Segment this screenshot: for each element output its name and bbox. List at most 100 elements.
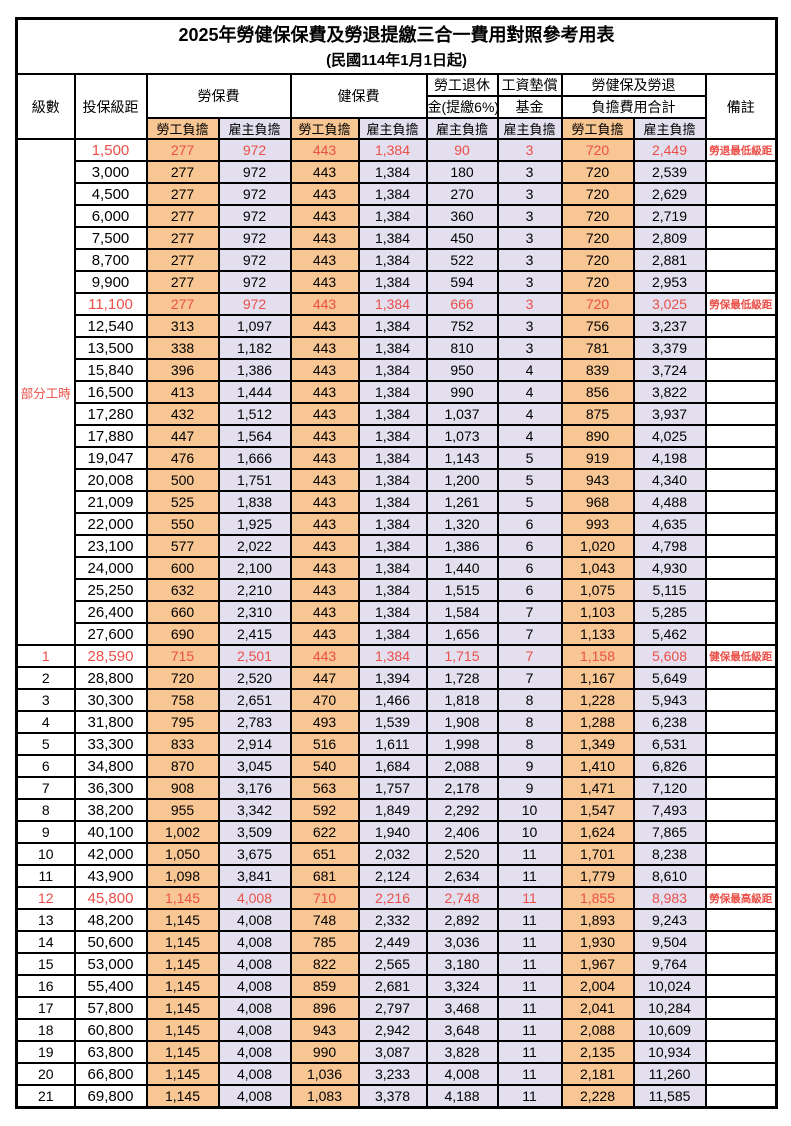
part-time-group-label: 部分工時 <box>15 138 76 646</box>
subheader-hi-employer: 雇主負擔 <box>357 117 428 140</box>
cell-remark <box>704 754 778 778</box>
cell-hi_emp: 443 <box>289 380 360 404</box>
cell-fund: 8 <box>496 710 563 734</box>
table-row: 22,000 550 1,925 443 1,384 1,320 6 993 4,635 <box>17 512 778 536</box>
table-row: 7,500 277 972 443 1,384 450 3 720 2,809 <box>17 226 778 250</box>
cell-li_emp: 660 <box>145 600 220 624</box>
cell-hi_er: 1,384 <box>357 358 428 382</box>
cell-pension: 1,320 <box>425 512 499 536</box>
cell-hi_er: 1,384 <box>357 138 428 162</box>
cell-bracket: 28,590 <box>73 644 148 668</box>
cell-tot_er: 4,340 <box>632 468 707 492</box>
cell-tot_emp: 720 <box>560 182 635 206</box>
cell-remark <box>704 226 778 250</box>
cell-fund: 5 <box>496 446 563 470</box>
cell-tot_emp: 993 <box>560 512 635 536</box>
table-row: 9,900 277 972 443 1,384 594 3 720 2,953 <box>17 270 778 294</box>
cell-pension: 1,200 <box>425 468 499 492</box>
cell-tot_emp: 1,167 <box>560 666 635 690</box>
cell-tot_er: 4,488 <box>632 490 707 514</box>
cell-pension: 950 <box>425 358 499 382</box>
cell-tot_emp: 1,158 <box>560 644 635 668</box>
cell-hi_emp: 443 <box>289 468 360 492</box>
cell-remark <box>704 424 778 448</box>
cell-li_emp: 715 <box>145 644 220 668</box>
header-labor-insurance: 勞保費 <box>145 73 292 119</box>
cell-bracket: 42,000 <box>73 842 148 866</box>
cell-hi_er: 1,384 <box>357 204 428 228</box>
table-row: 13,500 338 1,182 443 1,384 810 3 781 3,379 <box>17 336 778 360</box>
cell-bracket: 33,300 <box>73 732 148 756</box>
cell-hi_emp: 443 <box>289 226 360 250</box>
cell-bracket: 17,880 <box>73 424 148 448</box>
cell-fund: 10 <box>496 820 563 844</box>
cell-li_emp: 1,145 <box>145 886 220 910</box>
cell-li_er: 972 <box>217 226 292 250</box>
cell-pension: 450 <box>425 226 499 250</box>
cell-tot_er: 5,608 <box>632 644 707 668</box>
cell-tot_er: 2,809 <box>632 226 707 250</box>
cell-hi_emp: 822 <box>289 952 360 976</box>
cell-li_emp: 1,098 <box>145 864 220 888</box>
cell-li_er: 1,666 <box>217 446 292 470</box>
cell-hi_emp: 443 <box>289 248 360 272</box>
cell-tot_er: 2,629 <box>632 182 707 206</box>
cell-pension: 1,818 <box>425 688 499 712</box>
table-row: 4,500 277 972 443 1,384 270 3 720 2,629 <box>17 182 778 206</box>
cell-bracket: 8,700 <box>73 248 148 272</box>
cell-li_er: 4,008 <box>217 1062 292 1086</box>
cell-bracket: 63,800 <box>73 1040 148 1064</box>
cell-li_emp: 1,145 <box>145 974 220 998</box>
cell-hi_er: 1,384 <box>357 292 428 316</box>
cell-bracket: 60,800 <box>73 1018 148 1042</box>
cell-hi_er: 1,384 <box>357 226 428 250</box>
header-pension-line2: 金(提繳6%) <box>425 95 499 119</box>
cell-hi_er: 1,384 <box>357 578 428 602</box>
cell-level: 14 <box>15 930 76 954</box>
cell-tot_emp: 968 <box>560 490 635 514</box>
cell-remark <box>704 1040 778 1064</box>
cell-remark <box>704 1084 778 1109</box>
cell-li_emp: 795 <box>145 710 220 734</box>
cell-remark <box>704 534 778 558</box>
cell-hi_er: 1,384 <box>357 644 428 668</box>
cell-li_emp: 1,145 <box>145 996 220 1020</box>
cell-li_er: 3,045 <box>217 754 292 778</box>
cell-pension: 1,515 <box>425 578 499 602</box>
cell-hi_emp: 443 <box>289 490 360 514</box>
cell-li_emp: 396 <box>145 358 220 382</box>
cell-pension: 180 <box>425 160 499 184</box>
cell-li_emp: 277 <box>145 248 220 272</box>
cell-hi_emp: 447 <box>289 666 360 690</box>
cell-level: 13 <box>15 908 76 932</box>
table-row: 26,400 660 2,310 443 1,384 1,584 7 1,103 5,285 <box>17 600 778 624</box>
table-row: 6 34,800 870 3,045 540 1,684 2,088 9 1,410 6,826 <box>15 754 778 778</box>
table-title-cell: 2025年勞健保保費及勞退提繳三合一費用對照參考用表 (民國114年1月1日起) <box>15 17 778 75</box>
cell-hi_emp: 443 <box>289 512 360 536</box>
table-row: 12,540 313 1,097 443 1,384 752 3 756 3,237 <box>17 314 778 338</box>
cell-fund: 7 <box>496 666 563 690</box>
cell-hi_er: 2,449 <box>357 930 428 954</box>
cell-pension: 2,292 <box>425 798 499 822</box>
cell-hi_emp: 443 <box>289 556 360 580</box>
cell-hi_er: 1,384 <box>357 424 428 448</box>
cell-fund: 11 <box>496 1084 563 1109</box>
cell-pension: 594 <box>425 270 499 294</box>
cell-bracket: 16,500 <box>73 380 148 404</box>
cell-tot_emp: 1,779 <box>560 864 635 888</box>
cell-bracket: 30,300 <box>73 688 148 712</box>
cell-fund: 8 <box>496 688 563 712</box>
cell-li_er: 3,176 <box>217 776 292 800</box>
cell-tot_er: 7,493 <box>632 798 707 822</box>
cell-li_er: 4,008 <box>217 886 292 910</box>
cell-remark <box>704 820 778 844</box>
cell-hi_er: 1,384 <box>357 622 428 646</box>
cell-li_er: 972 <box>217 138 292 162</box>
cell-tot_er: 2,881 <box>632 248 707 272</box>
cell-pension: 522 <box>425 248 499 272</box>
cell-tot_er: 9,764 <box>632 952 707 976</box>
cell-bracket: 6,000 <box>73 204 148 228</box>
cell-fund: 6 <box>496 578 563 602</box>
subheader-hi-employee: 勞工負擔 <box>289 117 360 140</box>
header-row-3: 勞工負擔 雇主負擔 勞工負擔 雇主負擔 雇主負擔 雇主負擔 勞工負擔 雇主負擔 <box>17 117 777 140</box>
